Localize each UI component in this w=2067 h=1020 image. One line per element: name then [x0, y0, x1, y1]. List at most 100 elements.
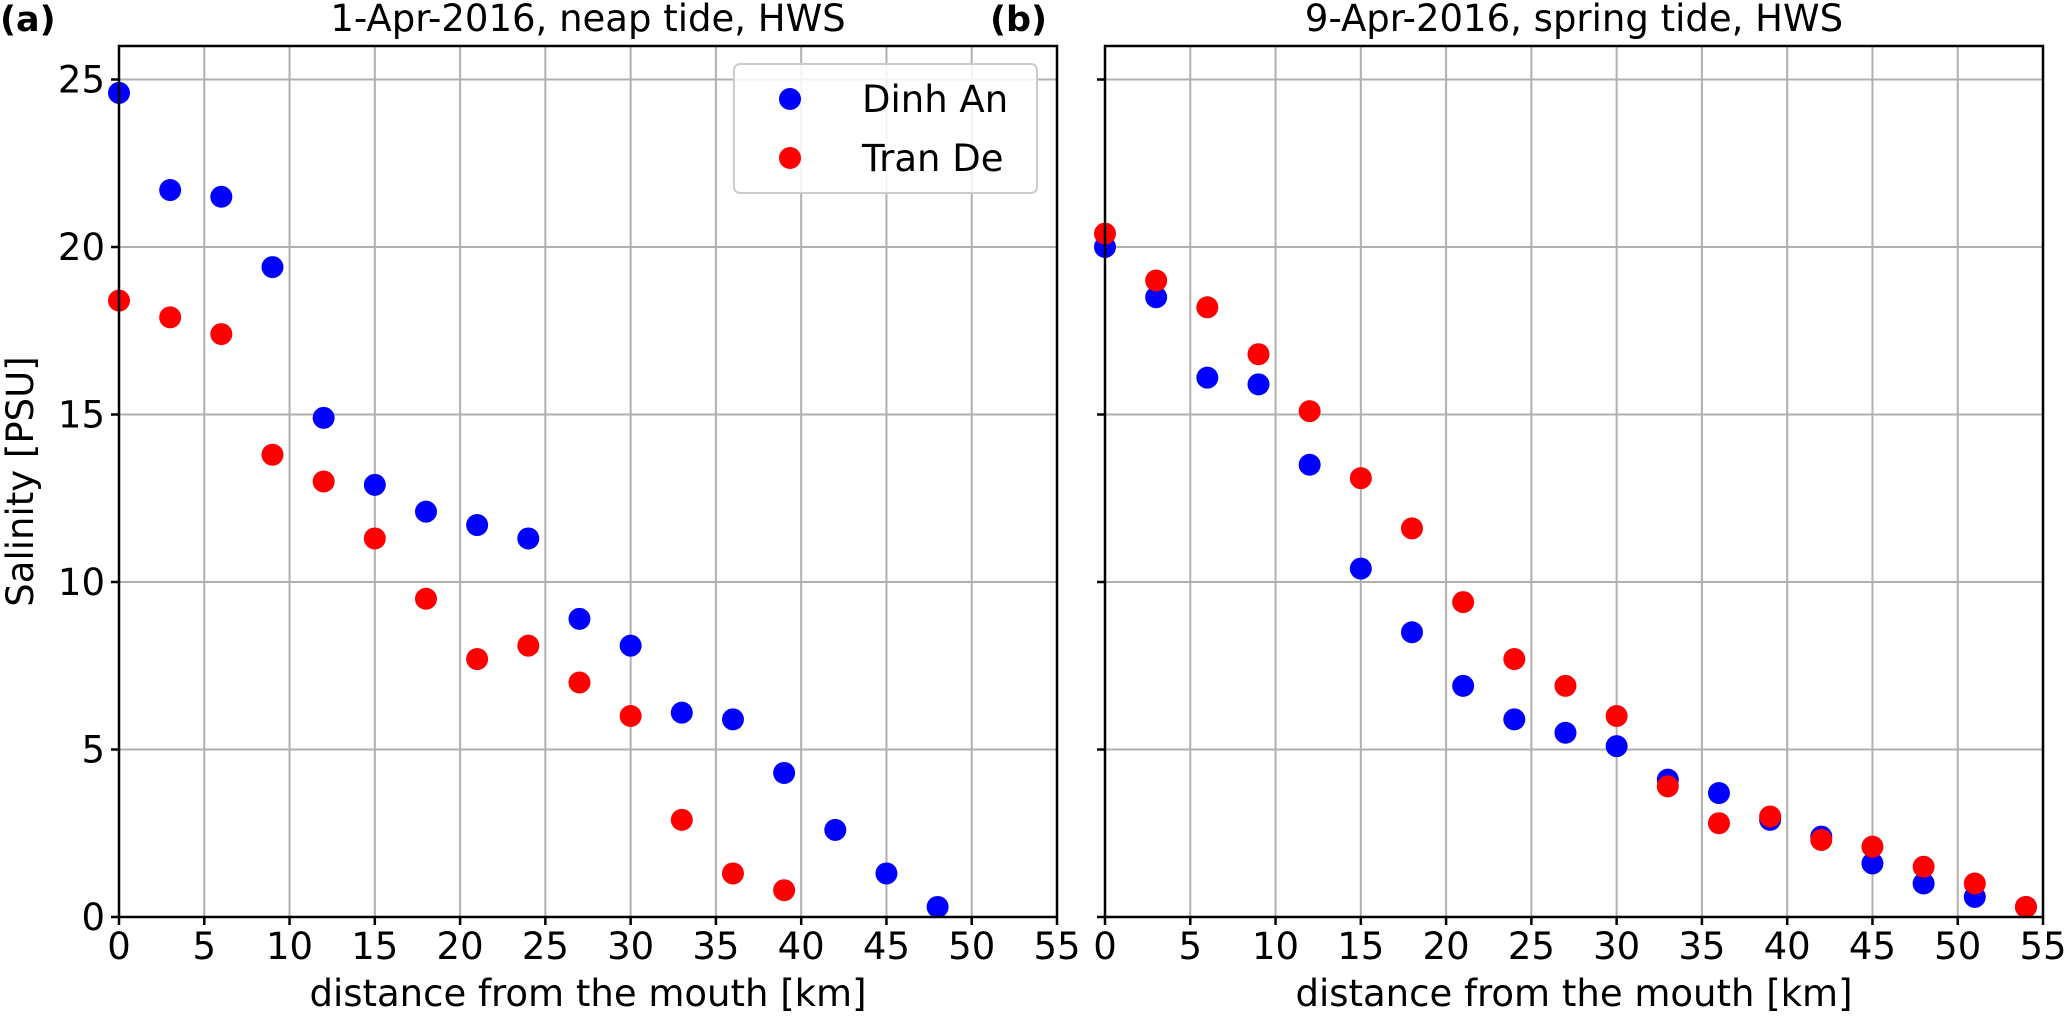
data-point	[1247, 373, 1270, 396]
data-point	[1912, 872, 1935, 895]
x-axis: 0 5 10 15 20 25 30 35 40 45 50 55	[1093, 917, 2067, 968]
legend-label: Tran De	[861, 137, 1004, 180]
data-point	[1349, 557, 1372, 580]
data-point	[363, 527, 386, 550]
data-point	[261, 256, 284, 279]
y-tick-label: 10	[58, 561, 105, 604]
panel-title: 1-Apr-2016, neap tide, HWS	[330, 0, 845, 40]
x-tick-label: 25	[1508, 925, 1555, 968]
y-tick-label: 20	[58, 226, 105, 269]
y-axis: 0 5 10 15 20 25	[58, 59, 119, 939]
data-point	[261, 443, 284, 466]
x-tick-label: 35	[1678, 925, 1725, 968]
data-point	[1912, 855, 1935, 878]
x-axis-label: distance from the mouth [km]	[309, 972, 866, 1015]
data-point	[414, 587, 437, 610]
data-point	[773, 879, 796, 902]
series-dinh-an	[108, 81, 949, 918]
data-point	[517, 527, 540, 550]
legend-marker	[779, 147, 801, 169]
legend-marker	[779, 88, 801, 110]
panel-tag: (b)	[990, 0, 1047, 40]
panel-tag: (a)	[0, 0, 56, 40]
data-point	[1196, 296, 1219, 319]
series-tran-de	[108, 289, 796, 902]
data-point	[517, 634, 540, 657]
x-tick-label: 55	[2019, 925, 2066, 968]
x-tick-label: 40	[778, 925, 825, 968]
y-axis-label: Salinity [PSU]	[0, 356, 42, 606]
x-tick-label: 50	[948, 925, 995, 968]
data-point	[1554, 674, 1577, 697]
data-point	[312, 470, 335, 493]
data-point	[1605, 705, 1628, 727]
x-tick-label: 45	[863, 925, 910, 968]
panel-title: 9-Apr-2016, spring tide, HWS	[1305, 0, 1843, 40]
data-point	[619, 634, 642, 657]
grid	[1104, 46, 2044, 918]
x-tick-label: 5	[1178, 925, 1202, 968]
data-point	[1298, 400, 1321, 423]
x-tick-label: 0	[107, 925, 131, 968]
x-tick-label: 10	[266, 925, 313, 968]
x-tick-label: 35	[692, 925, 739, 968]
data-point	[1605, 735, 1628, 758]
data-point	[1861, 852, 1884, 875]
data-point	[159, 306, 182, 329]
data-point	[721, 708, 744, 731]
data-point	[1707, 782, 1730, 805]
data-point	[210, 185, 233, 208]
data-point	[466, 514, 489, 537]
data-point	[568, 607, 591, 630]
data-point	[1759, 805, 1782, 828]
data-point	[1503, 708, 1526, 731]
data-point	[1503, 648, 1526, 671]
y-tick-label: 15	[58, 394, 105, 437]
data-point	[312, 406, 335, 429]
series-tran-de	[1094, 222, 2037, 918]
data-point	[1400, 517, 1423, 540]
data-point	[1452, 591, 1475, 614]
data-point	[1196, 366, 1219, 389]
legend-label: Dinh An	[862, 78, 1008, 121]
x-tick-label: 30	[1593, 925, 1640, 968]
data-point	[568, 671, 591, 694]
x-axis-label: distance from the mouth [km]	[1295, 972, 1852, 1015]
x-tick-label: 15	[1337, 925, 1384, 968]
x-tick-label: 0	[1093, 925, 1117, 968]
y-tick-label: 25	[58, 59, 105, 102]
panel-b: 0 5 10 15 20 25 30 35 40 45 50 55 9-Apr-2016, spring…	[990, 0, 2067, 1015]
series-dinh-an	[1094, 236, 2037, 918]
data-point	[1145, 269, 1168, 292]
data-point	[363, 473, 386, 496]
y-tick-label: 0	[81, 896, 105, 939]
data-point	[824, 818, 847, 841]
legend: Dinh An Tran De	[733, 63, 1038, 194]
data-point	[414, 500, 437, 523]
data-point	[1861, 835, 1884, 858]
data-point	[875, 862, 898, 885]
data-point	[1656, 775, 1679, 798]
data-point	[670, 808, 693, 831]
x-axis: 0 5 10 15 20 25 30 35 40 45 50 55	[107, 917, 1081, 968]
panel-a: 0 5 10 15 20 25 30 35 40 45 50 55 0 5 10 15 20 25 1-Apr-20…	[0, 0, 1081, 1015]
data-point	[2014, 895, 2037, 918]
y-tick-label: 5	[81, 729, 105, 772]
data-point	[1963, 872, 1986, 895]
x-tick-label: 10	[1252, 925, 1299, 968]
data-point	[1349, 467, 1372, 490]
data-point	[1554, 721, 1577, 744]
data-point	[926, 895, 949, 918]
data-point	[1400, 621, 1423, 644]
data-point	[1247, 343, 1270, 366]
x-tick-label: 20	[437, 925, 484, 968]
x-tick-label: 55	[1033, 925, 1080, 968]
plot-frame	[1103, 44, 2045, 919]
legend-frame	[733, 63, 1038, 194]
data-point	[721, 862, 744, 885]
data-point	[1298, 453, 1321, 476]
data-point	[1707, 812, 1730, 835]
data-point	[1145, 286, 1168, 309]
data-point	[670, 701, 693, 724]
